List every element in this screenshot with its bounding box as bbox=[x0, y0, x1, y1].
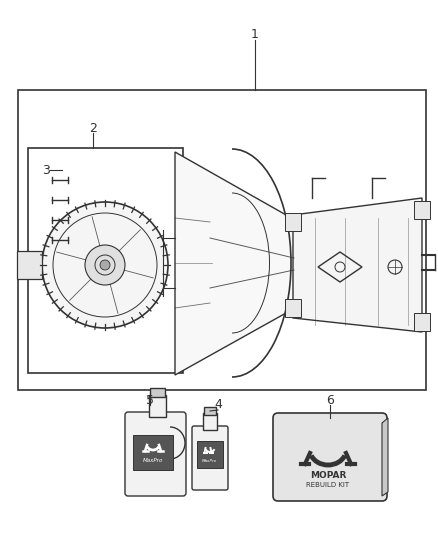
Circle shape bbox=[42, 202, 168, 328]
Text: REBUILD KIT: REBUILD KIT bbox=[307, 482, 350, 488]
Bar bbox=[414, 201, 430, 219]
Text: 4: 4 bbox=[214, 399, 222, 411]
Text: 5: 5 bbox=[146, 393, 154, 407]
Bar bbox=[414, 313, 430, 331]
Bar bbox=[18, 90, 426, 390]
Text: 6: 6 bbox=[326, 393, 334, 407]
Bar bbox=[197, 441, 223, 468]
Text: MaxPro: MaxPro bbox=[143, 458, 163, 464]
Bar bbox=[17, 251, 42, 279]
Text: 3: 3 bbox=[42, 164, 50, 176]
Bar bbox=[285, 213, 301, 231]
Text: 2: 2 bbox=[89, 122, 97, 134]
Bar bbox=[150, 388, 165, 397]
Text: 1: 1 bbox=[251, 28, 259, 42]
Bar bbox=[28, 148, 183, 373]
Bar bbox=[203, 413, 217, 430]
Polygon shape bbox=[382, 418, 388, 496]
Circle shape bbox=[85, 245, 125, 285]
FancyBboxPatch shape bbox=[192, 426, 228, 490]
FancyBboxPatch shape bbox=[273, 413, 387, 501]
Polygon shape bbox=[293, 198, 422, 332]
Bar bbox=[133, 435, 173, 470]
Bar bbox=[204, 407, 216, 415]
Text: MaxPro: MaxPro bbox=[202, 459, 218, 463]
Bar bbox=[285, 299, 301, 317]
Text: MOPAR: MOPAR bbox=[310, 471, 346, 480]
Circle shape bbox=[100, 260, 110, 270]
FancyBboxPatch shape bbox=[125, 412, 186, 496]
Bar bbox=[149, 395, 166, 417]
Polygon shape bbox=[175, 152, 295, 375]
